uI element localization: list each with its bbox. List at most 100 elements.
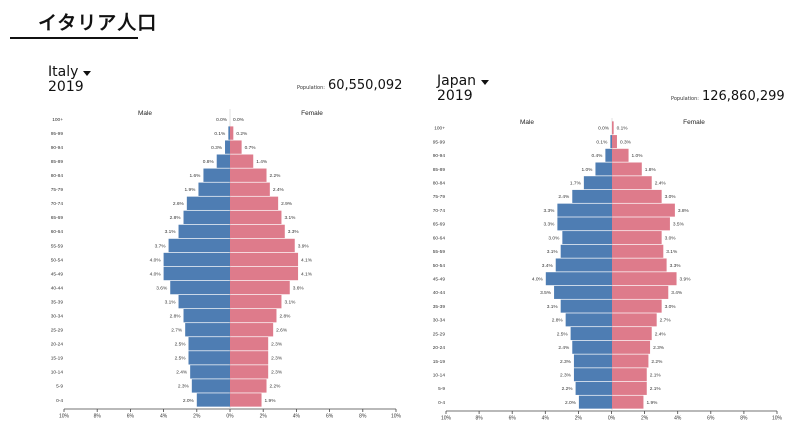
age-group-label: 35-39 bbox=[51, 299, 64, 305]
age-group-label: 30-34 bbox=[433, 318, 446, 324]
male-bar bbox=[216, 154, 230, 168]
female-bar bbox=[230, 280, 290, 295]
x-tick-label: 6% bbox=[509, 416, 517, 422]
age-group-label: 70-74 bbox=[433, 208, 446, 214]
male-bar bbox=[557, 203, 612, 217]
female-bar bbox=[612, 231, 662, 245]
x-tick-label: 0% bbox=[608, 416, 616, 422]
male-bar bbox=[554, 285, 612, 299]
female-value-label: 3.1% bbox=[284, 215, 296, 221]
male-bar bbox=[170, 280, 230, 295]
age-group-label: 70-74 bbox=[51, 201, 64, 207]
x-tick-label: 2% bbox=[260, 414, 268, 420]
x-tick-label: 10% bbox=[59, 414, 70, 420]
age-group-label: 45-49 bbox=[51, 271, 64, 277]
female-bar bbox=[612, 313, 657, 327]
female-bar bbox=[230, 182, 270, 196]
female-bar bbox=[230, 140, 242, 154]
x-tick-label: 8% bbox=[359, 414, 367, 420]
x-tick-label: 2% bbox=[193, 414, 201, 420]
male-value-label: 2.5% bbox=[175, 342, 187, 348]
male-bar bbox=[578, 395, 612, 409]
male-value-label: 0.4% bbox=[591, 153, 603, 159]
female-value-label: 3.3% bbox=[288, 229, 300, 235]
male-bar bbox=[560, 299, 612, 313]
country-selector[interactable]: Japan bbox=[437, 73, 490, 89]
female-value-label: 2.1% bbox=[650, 373, 662, 379]
age-group-label: 85-89 bbox=[51, 159, 64, 165]
year-label: 2019 bbox=[437, 88, 473, 104]
male-value-label: 0.0% bbox=[598, 126, 610, 132]
male-value-label: 2.5% bbox=[175, 356, 187, 362]
male-value-label: 2.8% bbox=[170, 313, 182, 319]
age-group-label: 95-99 bbox=[433, 139, 446, 145]
age-group-label: 90-94 bbox=[51, 145, 64, 151]
population: Population: 60,550,092 bbox=[297, 78, 402, 93]
age-group-label: 15-19 bbox=[433, 359, 446, 365]
x-tick-label: 2% bbox=[641, 416, 649, 422]
x-tick-label: 0% bbox=[226, 414, 234, 420]
female-bar bbox=[612, 381, 647, 395]
female-bar bbox=[612, 299, 662, 313]
female-value-label: 2.2% bbox=[651, 359, 663, 365]
male-value-label: 0.8% bbox=[203, 159, 215, 165]
male-bar bbox=[191, 379, 230, 393]
female-bar bbox=[612, 217, 670, 231]
country-selector[interactable]: Italy bbox=[48, 64, 92, 80]
female-bar bbox=[612, 272, 677, 286]
x-tick-label: 4% bbox=[160, 414, 168, 420]
female-value-label: 1.9% bbox=[265, 398, 277, 404]
female-bar bbox=[612, 121, 614, 135]
female-bar bbox=[230, 379, 267, 393]
female-value-label: 3.0% bbox=[665, 194, 677, 200]
female-value-label: 3.9% bbox=[680, 277, 692, 283]
male-value-label: 2.3% bbox=[560, 359, 572, 365]
x-tick-label: 4% bbox=[674, 416, 682, 422]
female-value-label: 0.3% bbox=[620, 139, 632, 145]
male-bar bbox=[163, 266, 230, 281]
country-name: Italy bbox=[48, 64, 79, 80]
age-group-label: 80-84 bbox=[433, 181, 446, 187]
x-tick-label: 6% bbox=[326, 414, 334, 420]
female-bar bbox=[230, 266, 299, 281]
male-value-label: 2.4% bbox=[176, 370, 188, 376]
female-bar bbox=[612, 244, 664, 258]
male-value-label: 2.5% bbox=[557, 331, 569, 337]
age-group-label: 75-79 bbox=[51, 187, 64, 193]
female-value-label: 3.5% bbox=[673, 222, 685, 228]
age-group-label: 100+ bbox=[434, 126, 445, 132]
male-value-label: 3.7% bbox=[155, 243, 167, 249]
male-value-label: 1.6% bbox=[190, 173, 202, 179]
male-value-label: 1.7% bbox=[570, 181, 582, 187]
male-value-label: 2.8% bbox=[552, 318, 564, 324]
female-value-label: 2.6% bbox=[276, 328, 288, 334]
age-group-label: 40-44 bbox=[51, 285, 64, 291]
male-value-label: 2.4% bbox=[558, 345, 570, 351]
female-value-label: 3.8% bbox=[678, 208, 690, 214]
male-bar bbox=[545, 272, 612, 286]
age-group-label: 25-29 bbox=[51, 328, 64, 334]
female-value-label: 2.2% bbox=[270, 384, 282, 390]
age-group-label: 35-39 bbox=[433, 304, 446, 310]
female-value-label: 3.3% bbox=[670, 263, 682, 269]
population-value: 60,550,092 bbox=[327, 78, 403, 93]
population: Population: 126,860,299 bbox=[671, 89, 785, 104]
male-bar bbox=[183, 210, 230, 225]
female-bar bbox=[612, 395, 644, 409]
female-value-label: 2.1% bbox=[650, 386, 662, 392]
female-bar bbox=[612, 285, 669, 299]
female-bar bbox=[230, 168, 267, 182]
female-bar bbox=[612, 135, 617, 149]
male-bar bbox=[575, 381, 612, 395]
female-bar bbox=[612, 176, 652, 190]
female-value-label: 3.9% bbox=[298, 243, 310, 249]
male-bar bbox=[557, 217, 612, 231]
female-value-label: 2.3% bbox=[271, 370, 283, 376]
male-bar bbox=[565, 313, 612, 327]
female-value-label: 3.0% bbox=[665, 304, 677, 310]
age-group-label: 5-9 bbox=[56, 384, 63, 390]
female-bar bbox=[612, 368, 647, 382]
caret-down-icon bbox=[83, 70, 92, 76]
